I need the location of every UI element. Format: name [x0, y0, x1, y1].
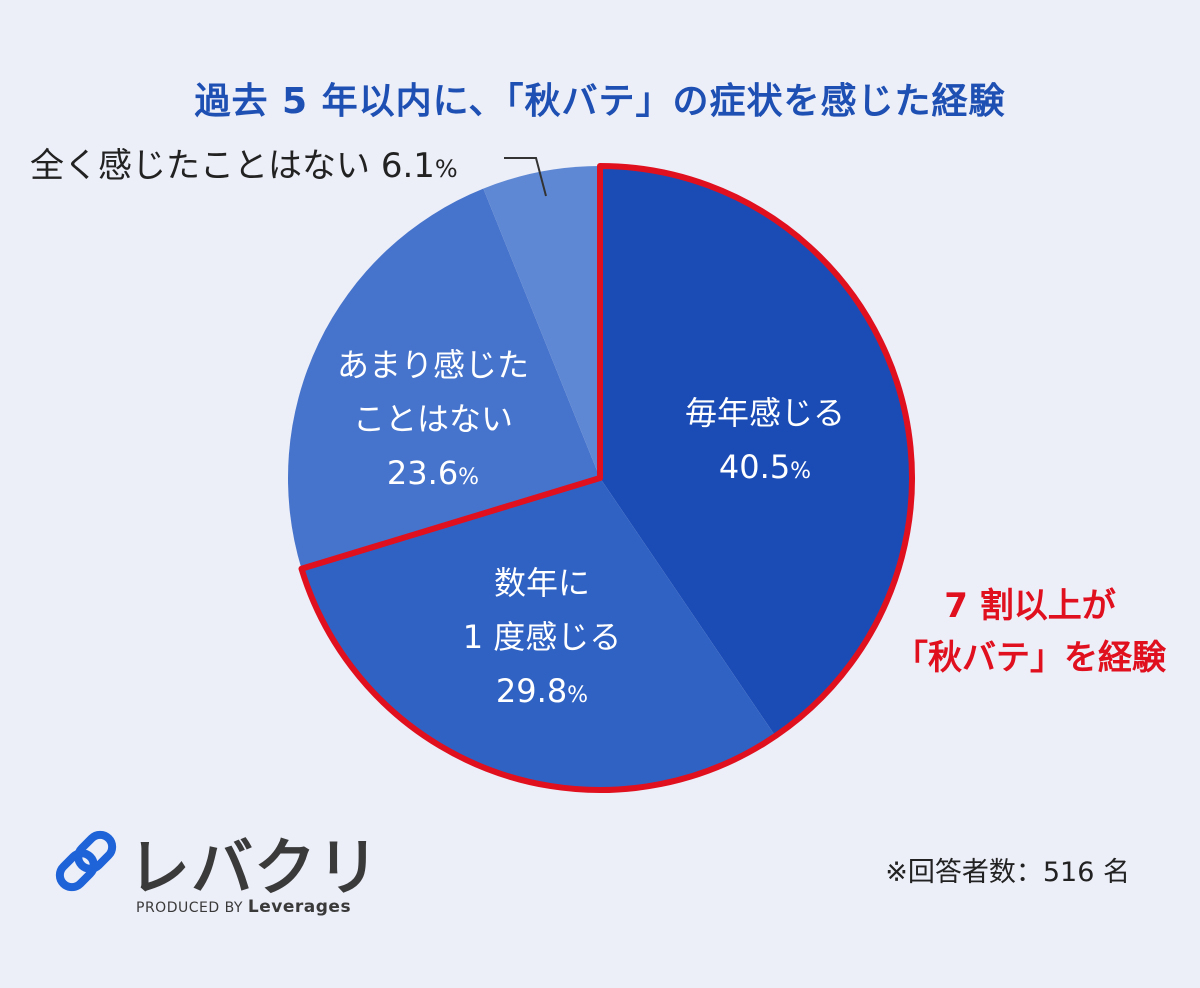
slice-label-rarely-value: 23.6 [386, 454, 459, 492]
slice-label-rarely: あまり感じた ことはない 23.6% [318, 338, 548, 505]
emphasis-line1: 7 割以上が [944, 586, 1116, 626]
brand-logo: レバクリ PRODUCED BY Leverages [50, 815, 379, 925]
chain-link-icon [55, 830, 117, 892]
emphasis-line2: 「秋バテ」を経験 [894, 638, 1166, 678]
logo-produced-by-text: PRODUCED BY [136, 900, 243, 916]
callout-leader-line [504, 157, 547, 197]
slice-label-every-year-unit: % [790, 459, 812, 484]
respondent-count-note: ※回答者数：516 名 [885, 857, 1130, 888]
slice-label-rarely-unit: % [458, 465, 480, 490]
slice-label-every-year-text: 毎年感じる [684, 394, 845, 432]
logo-wordmark: レバクリ [128, 831, 381, 904]
logo-produced-by: PRODUCED BY Leverages [136, 897, 351, 917]
slice-label-every-year: 毎年感じる 40.5% [660, 386, 870, 499]
slice-label-never: 全く感じたことはない 6.1% [30, 138, 458, 187]
pie-slice-every-few-years [301, 478, 776, 791]
slice-label-every-few-years-line2: 1 度感じる [462, 618, 622, 656]
slice-label-never-unit: % [434, 155, 458, 183]
slice-label-every-year-value: 40.5 [718, 448, 791, 486]
slice-label-never-text: 全く感じたことはない [30, 146, 370, 186]
slice-label-every-few-years-line1: 数年に [493, 564, 590, 602]
slice-label-every-few-years-value: 29.8 [495, 672, 568, 710]
slice-label-never-value: 6.1 [380, 146, 435, 186]
highlight-outline [298, 163, 915, 793]
slice-label-rarely-line2: ことはない [352, 400, 513, 438]
pie-slice-every-year [600, 166, 912, 737]
logo-company: Leverages [247, 897, 352, 917]
pie-slice-rarely [287, 188, 600, 569]
chart-title: 過去 5 年以内に、「秋バテ」の症状を感じた経験 [194, 81, 1006, 122]
slice-label-every-few-years: 数年に 1 度感じる 29.8% [432, 556, 652, 723]
slice-label-every-few-years-unit: % [567, 683, 589, 708]
slice-label-rarely-line1: あまり感じた [336, 346, 529, 384]
emphasis-annotation: 7 割以上が 「秋バテ」を経験 [868, 580, 1192, 684]
pie-slice-never [483, 166, 600, 478]
